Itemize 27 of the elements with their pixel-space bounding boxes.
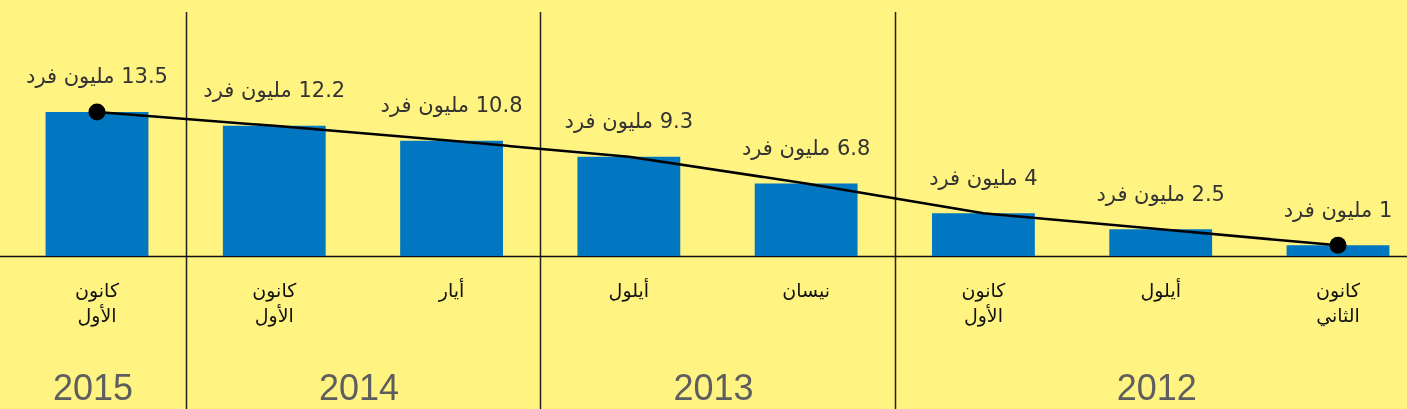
data-label: 6.8 مليون فرد (741, 135, 871, 160)
x-tick-label: نيسان (782, 279, 830, 302)
bar (222, 125, 326, 256)
text: 2013 (673, 367, 754, 408)
data-label: 4 مليون فرد (929, 165, 1038, 190)
data-label: 13.5 مليون فرد (26, 64, 168, 89)
x-tick-label: كانون الأول (75, 279, 120, 327)
bar (1109, 229, 1213, 256)
data-label: 12.2 مليون فرد (203, 78, 346, 103)
bar (45, 112, 149, 256)
x-tick-label: أيار (437, 278, 465, 303)
data-label: 10.8 مليون فرد (380, 93, 523, 118)
text: 2014 (318, 367, 399, 408)
bar (577, 156, 681, 256)
x-tick-label: أيلول (608, 278, 650, 303)
text: 2012 (1116, 367, 1197, 408)
text: 2015 (52, 367, 134, 408)
x-tick-label: كانون الأول (961, 279, 1007, 327)
data-label: 9.3 مليون فرد (564, 109, 694, 134)
bar (932, 213, 1035, 256)
x-tick-label: كانون الثاني (1316, 279, 1361, 327)
bar (400, 140, 503, 256)
bar (754, 183, 858, 256)
x-tick-label: كانون الأول (252, 279, 298, 327)
x-tick-label: أيلول (1140, 278, 1181, 303)
data-label: 2.5 مليون فرد (1096, 181, 1225, 206)
data-label: 1 مليون فرد (1283, 197, 1393, 222)
